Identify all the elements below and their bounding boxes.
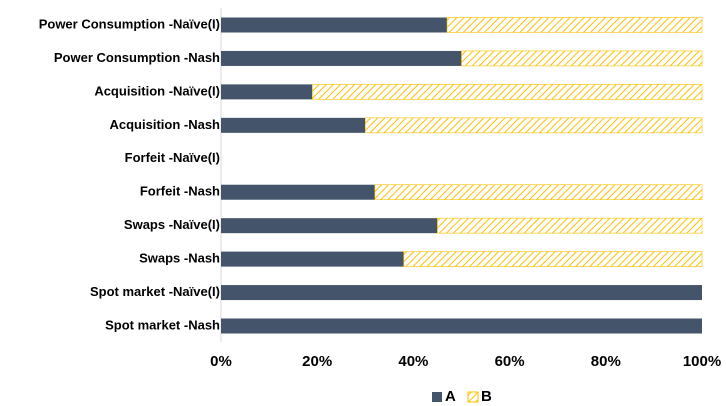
x-tick-label: 60% — [495, 353, 525, 370]
y-tick-label: Swaps -Naïve(I) — [124, 217, 220, 232]
bar-segment — [221, 251, 404, 267]
bar-segment — [446, 17, 703, 33]
bar-segment — [403, 251, 703, 267]
bar-segment — [221, 184, 375, 200]
bar-segment — [461, 50, 703, 67]
y-tick-label: Acquisition -Nash — [109, 117, 220, 132]
y-tick-label: Forfeit -Naïve(I) — [125, 150, 220, 165]
x-tick-label: 100% — [683, 353, 721, 370]
x-tick-label: 40% — [398, 353, 428, 370]
y-tick-label: Spot market -Nash — [105, 317, 220, 332]
bar-segment — [221, 318, 702, 334]
legend-label: B — [481, 388, 492, 405]
y-tick-label: Acquisition -Naïve(I) — [94, 83, 220, 98]
bar-segment — [221, 84, 313, 100]
y-tick-label: Swaps -Nash — [139, 251, 220, 266]
legend-swatch — [432, 392, 442, 402]
y-tick-label: Power Consumption -Nash — [54, 50, 220, 65]
legend-swatch — [467, 391, 479, 403]
legend-label: A — [445, 388, 456, 405]
bar-segment — [221, 117, 366, 133]
y-tick-label: Spot market -Naïve(I) — [90, 284, 220, 299]
bar-segment — [374, 184, 703, 201]
bar-segment — [437, 217, 703, 234]
x-tick-label: 0% — [210, 353, 232, 370]
bar-segment — [221, 50, 462, 66]
bar-segment — [221, 218, 438, 234]
bar-segment — [221, 285, 702, 301]
bar-segment — [221, 17, 448, 33]
bar-segment — [312, 84, 703, 100]
y-tick-label: Power Consumption -Naïve(I) — [39, 16, 220, 31]
x-tick-label: 20% — [302, 353, 332, 370]
x-tick-label: 80% — [591, 353, 621, 370]
y-tick-label: Forfeit -Nash — [140, 184, 220, 199]
bar-segment — [364, 117, 703, 134]
